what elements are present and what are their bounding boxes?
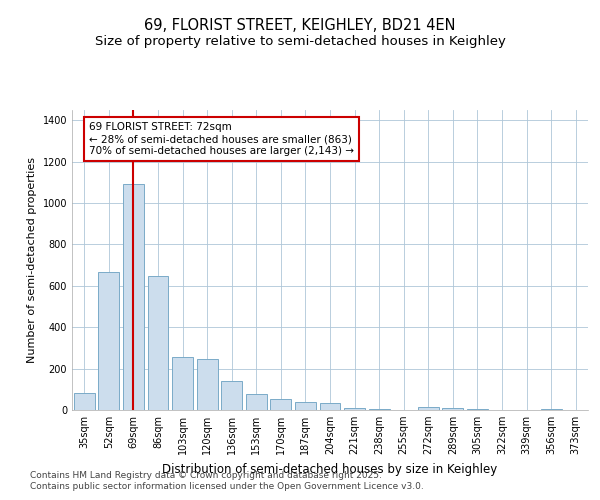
Text: Size of property relative to semi-detached houses in Keighley: Size of property relative to semi-detach… (95, 35, 505, 48)
Text: Contains HM Land Registry data © Crown copyright and database right 2025.: Contains HM Land Registry data © Crown c… (30, 471, 382, 480)
Text: Contains public sector information licensed under the Open Government Licence v3: Contains public sector information licen… (30, 482, 424, 491)
Text: 69 FLORIST STREET: 72sqm
← 28% of semi-detached houses are smaller (863)
70% of : 69 FLORIST STREET: 72sqm ← 28% of semi-d… (89, 122, 354, 156)
Bar (197, 360, 218, 410)
X-axis label: Distribution of semi-detached houses by size in Keighley: Distribution of semi-detached houses by … (163, 462, 497, 475)
Bar (467, 409, 488, 410)
Bar (442, 408, 463, 410)
Text: 69, FLORIST STREET, KEIGHLEY, BD21 4EN: 69, FLORIST STREET, KEIGHLEY, BD21 4EN (144, 18, 456, 32)
Bar (148, 276, 169, 410)
Bar (221, 381, 242, 410)
Bar (271, 398, 292, 410)
Bar (74, 394, 95, 410)
Bar (295, 402, 316, 410)
Bar (246, 394, 267, 410)
Bar (344, 408, 365, 410)
Bar (368, 409, 389, 410)
Bar (98, 272, 119, 410)
Y-axis label: Number of semi-detached properties: Number of semi-detached properties (27, 157, 37, 363)
Bar (541, 409, 562, 410)
Bar (320, 403, 340, 410)
Bar (172, 357, 193, 410)
Bar (418, 407, 439, 410)
Bar (123, 184, 144, 410)
